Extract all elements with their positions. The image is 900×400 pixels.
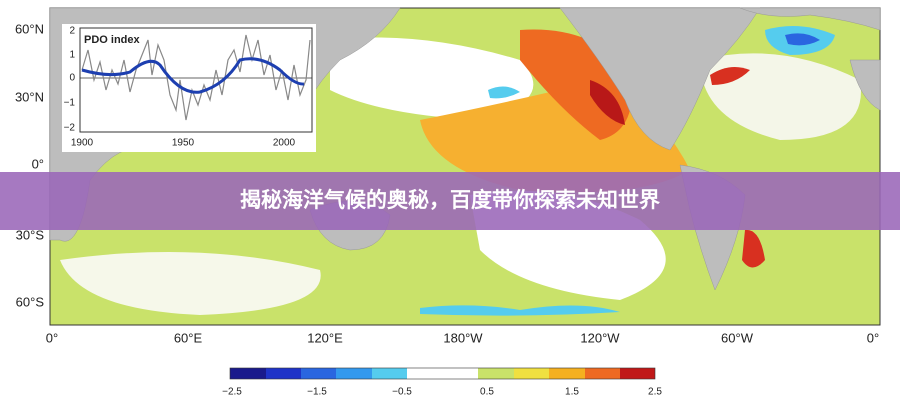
white-patch [60,252,321,315]
colorbar-segment [478,368,514,379]
inset-y-label: 2 [69,26,75,37]
colorbar-label: 0.5 [480,387,494,398]
cool-patch [785,33,820,46]
lat-label: 30°S [16,227,45,242]
inset-y-label: −2 [64,123,76,134]
land-europe [849,59,881,111]
colorbar-segment [620,368,655,379]
pdo-inset: PDO index 2 1 0 −1 −2 1900 1950 2000 [62,24,316,152]
colorbar-segment [336,368,372,379]
lat-label: 60°N [15,21,44,36]
colorbar-segment [514,368,549,379]
colorbar-label: 2.5 [648,387,662,398]
colorbar-segment [407,368,443,379]
lat-label: 30°N [15,89,44,104]
inset-y-label: 1 [69,50,75,61]
cool-patch [488,86,520,99]
colorbar-label: −1.5 [307,387,327,398]
lat-label: 60°S [16,294,45,309]
hot-patch [742,229,765,268]
colorbar-label: −0.5 [392,387,412,398]
inset-y-label: 0 [69,73,75,84]
lon-label: 180°W [443,330,483,345]
colorbar-segment [443,368,478,379]
colorbar-segment [549,368,585,379]
banner [0,172,900,230]
colorbar-segment [372,368,407,379]
lon-label: 120°E [307,330,343,345]
hot-patch [710,66,750,85]
white-patch [330,37,534,120]
land-north-america [559,7,761,151]
colorbar-segment [230,368,266,379]
lon-label: 0° [867,330,879,345]
pdo-smoothed-line [81,57,305,94]
inset-y-label: −1 [64,98,76,109]
hot-patch [590,80,625,125]
colorbar-segment [301,368,336,379]
lon-label: 60°E [174,330,203,345]
colorbar-segment [585,368,620,379]
colorbar-label: 1.5 [565,387,579,398]
pdo-annual-line [81,34,311,121]
lat-label: 0° [32,156,44,171]
cool-patch [420,305,620,316]
colorbar-label: −2.5 [222,387,242,398]
land-greenland [739,7,881,31]
colorbar: −2.5 −1.5 −0.5 0.5 1.5 2.5 [222,367,662,398]
inset-x-label: 1900 [71,138,94,149]
inset-title: PDO index [84,34,141,46]
colorbar-segment [266,368,301,379]
inset-x-label: 2000 [273,138,296,149]
lon-label: 0° [46,330,58,345]
inset-x-label: 1950 [172,138,195,149]
banner-title: 揭秘海洋气候的奥秘，百度带你探索未知世界 [240,188,660,212]
lon-label: 120°W [580,330,620,345]
lon-label: 60°W [721,330,754,345]
colorbar-frame [229,367,656,380]
